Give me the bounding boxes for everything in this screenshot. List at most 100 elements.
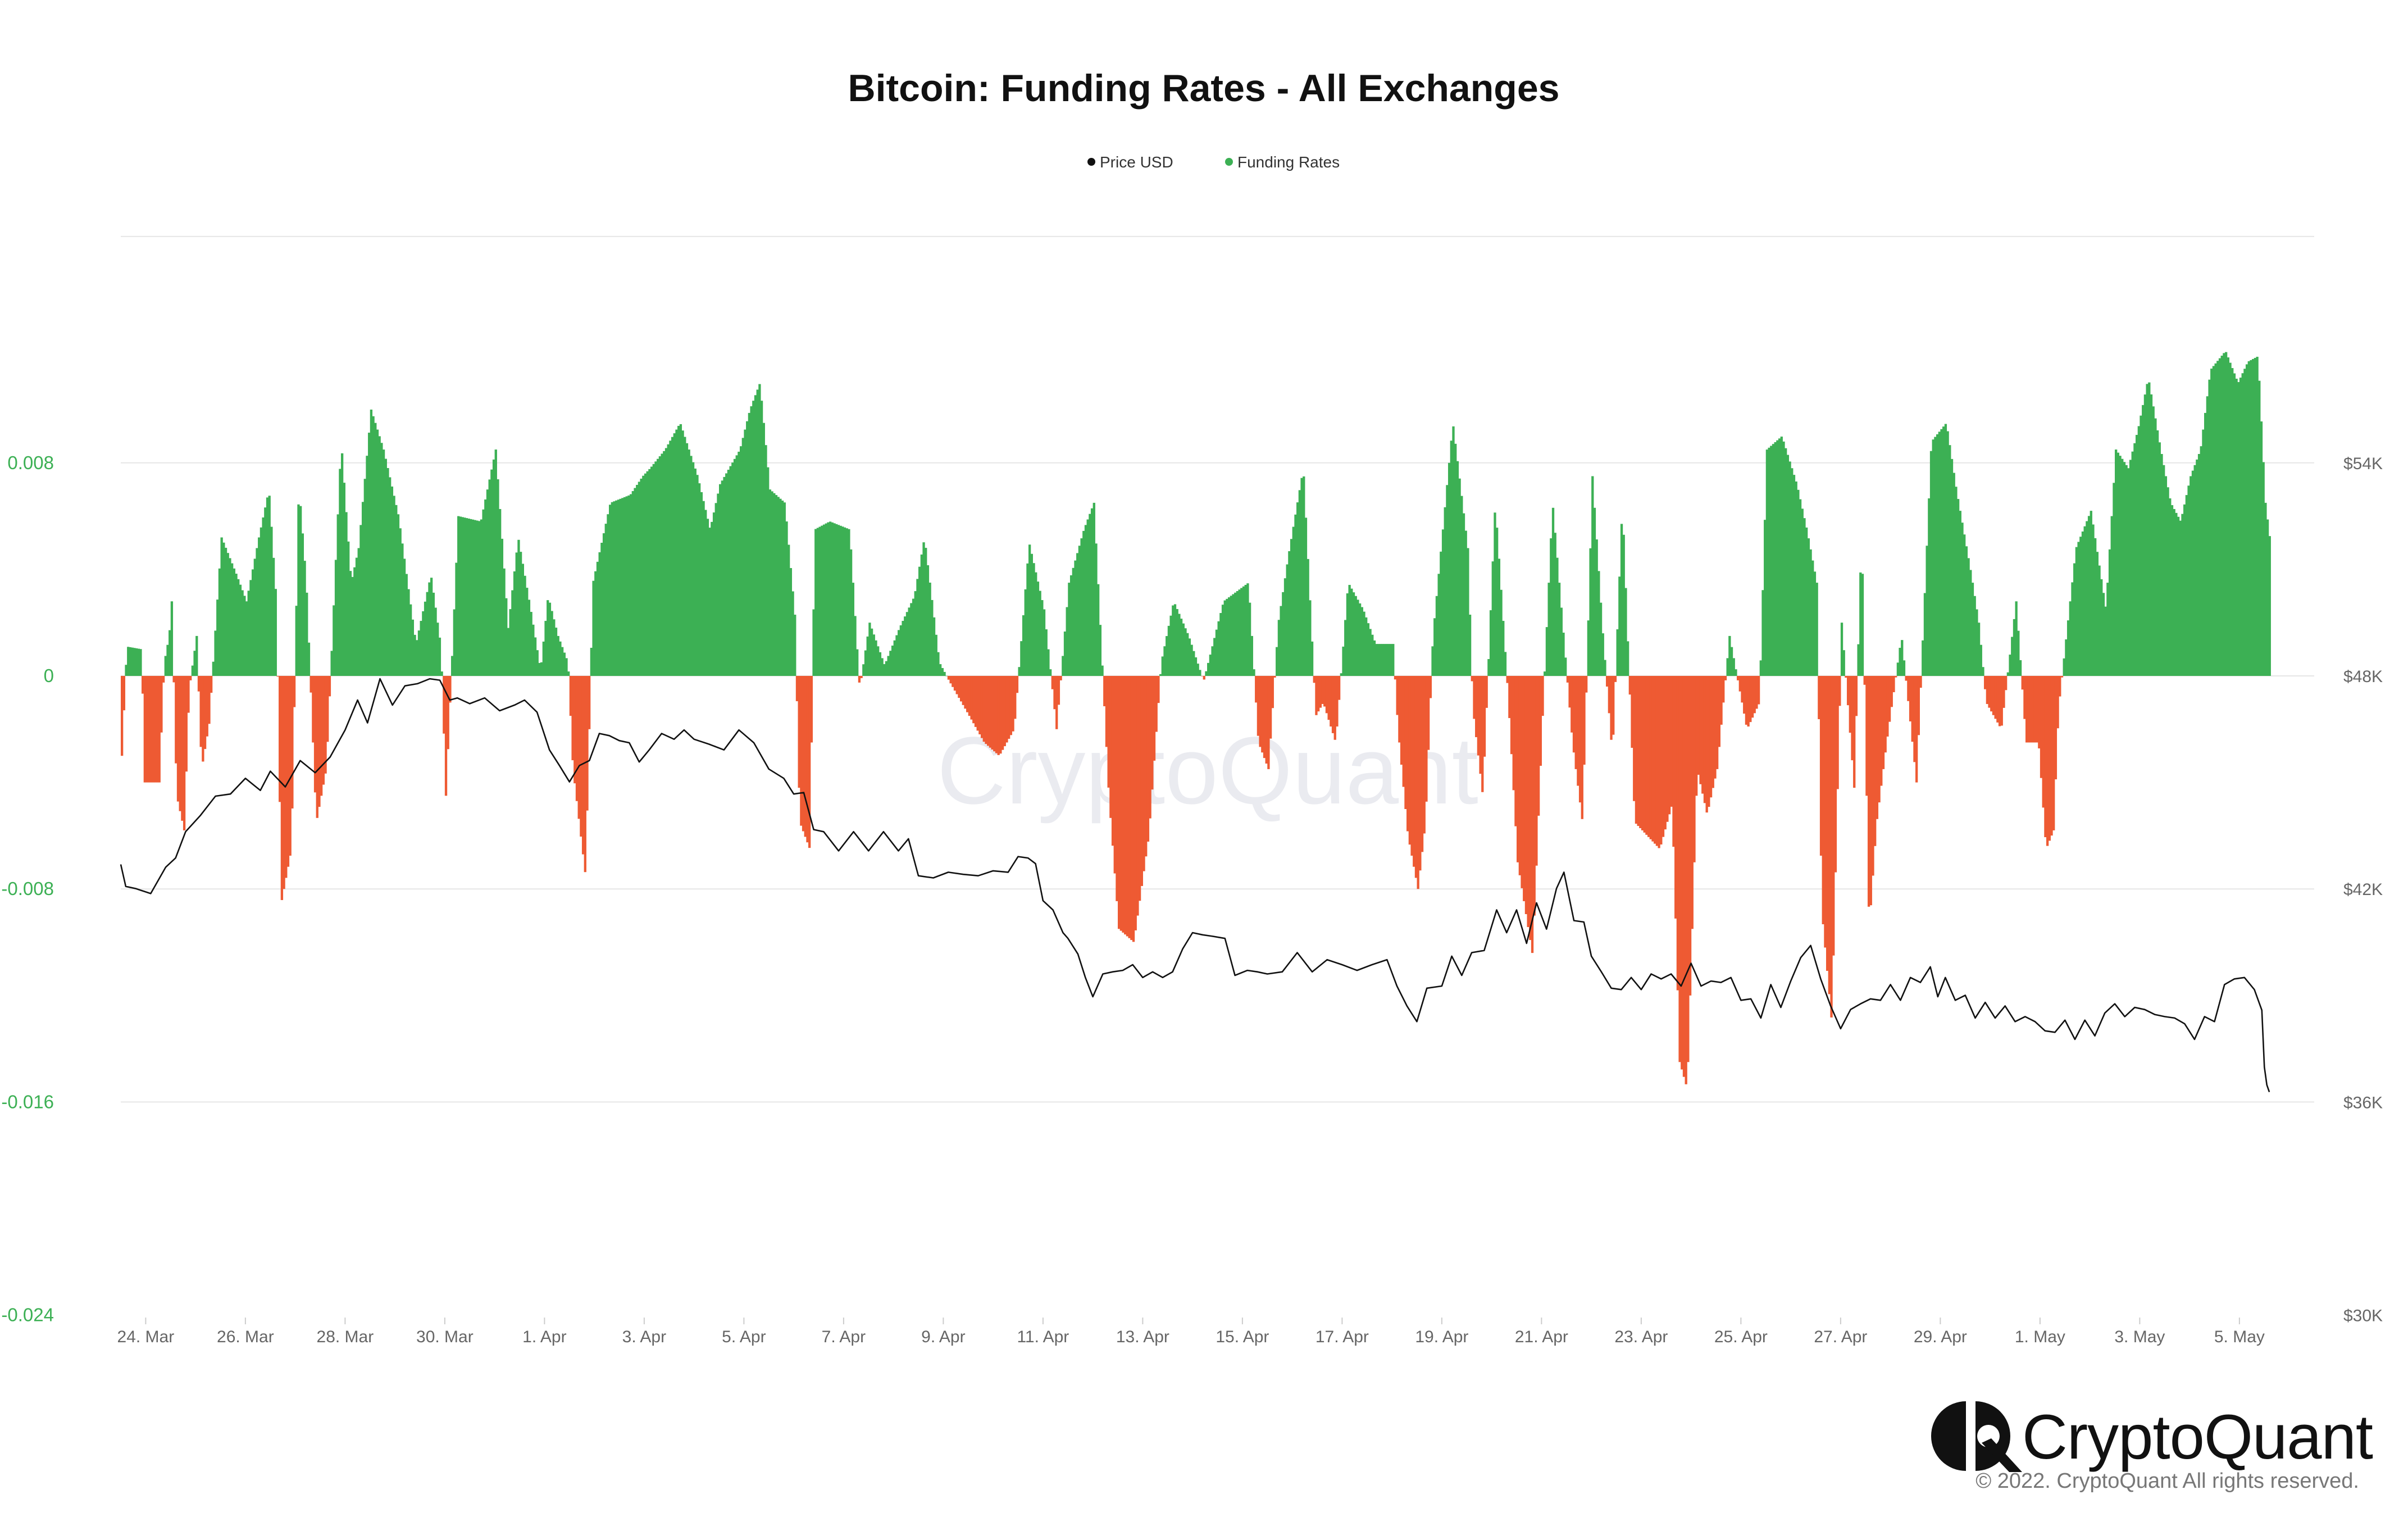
funding-rate-bar xyxy=(160,676,163,733)
funding-rate-bar xyxy=(430,578,433,676)
funding-rate-bar xyxy=(1479,676,1482,774)
funding-rate-bar xyxy=(1797,489,1800,676)
funding-rate-bar xyxy=(1161,656,1164,676)
funding-rate-bar xyxy=(145,676,148,783)
funding-rate-bar xyxy=(1682,676,1686,1077)
funding-rate-bar xyxy=(1417,676,1419,889)
funding-rate-bar xyxy=(1757,676,1760,705)
funding-rate-bar xyxy=(1039,591,1041,676)
funding-rate-bar xyxy=(499,508,502,676)
funding-rate-bar xyxy=(875,640,877,676)
funding-rate-bar xyxy=(212,661,215,676)
funding-rate-bar xyxy=(972,676,975,724)
funding-rate-bar xyxy=(1782,441,1785,676)
funding-rate-bar xyxy=(818,526,821,676)
funding-rate-bar xyxy=(1718,676,1720,747)
funding-rate-bar xyxy=(573,676,576,784)
funding-rate-bar xyxy=(1408,676,1412,845)
funding-rate-bar xyxy=(843,527,846,676)
x-axis-tick-label: 24. Mar xyxy=(117,1328,175,1346)
left-axis-tick-label: -0.024 xyxy=(1,1305,54,1325)
funding-rate-bar xyxy=(1647,676,1650,837)
funding-rate-bar xyxy=(821,525,823,676)
funding-rate-bar xyxy=(293,676,296,707)
legend-item-price[interactable]: Price USD xyxy=(1087,153,1173,171)
funding-rate-bar xyxy=(1668,676,1671,815)
funding-rate-bar xyxy=(230,563,234,676)
funding-rate-bar xyxy=(2006,672,2010,676)
funding-rate-bar xyxy=(1726,658,1729,676)
funding-rate-bar xyxy=(621,498,624,676)
funding-rate-bar xyxy=(1928,498,1931,676)
funding-rate-bar xyxy=(316,676,318,818)
funding-rate-bar xyxy=(1936,434,1939,676)
funding-rate-bar xyxy=(1822,676,1824,925)
funding-rate-bar xyxy=(1884,676,1887,753)
funding-rate-bar xyxy=(1099,625,1102,676)
funding-rate-bar xyxy=(1772,444,1775,676)
funding-rate-bar xyxy=(1761,590,1764,676)
funding-rate-bar xyxy=(1036,582,1040,676)
funding-rate-bar xyxy=(2081,531,2084,676)
funding-rate-bar xyxy=(1348,585,1351,676)
funding-rate-bar xyxy=(868,623,871,676)
legend-item-funding[interactable]: Funding Rates xyxy=(1225,153,1340,171)
funding-rate-bar xyxy=(1878,676,1881,803)
funding-rate-bar xyxy=(1296,502,1299,676)
brand-name: CryptoQuant xyxy=(2022,1402,2373,1472)
funding-rate-bar xyxy=(1788,461,1791,676)
funding-rate-bar xyxy=(1655,676,1659,846)
funding-rate-bar xyxy=(1346,593,1349,676)
funding-rate-bar xyxy=(1824,676,1827,948)
funding-rate-bar xyxy=(166,644,169,676)
funding-rate-bar xyxy=(2071,582,2074,676)
funding-rate-bar xyxy=(1589,548,1592,676)
funding-rate-bar xyxy=(1248,602,1251,676)
funding-rate-bar xyxy=(2220,356,2223,676)
funding-rate-bar xyxy=(1517,676,1519,862)
funding-rate-bar xyxy=(1691,676,1694,929)
x-axis-tick-label: 15. Apr xyxy=(1216,1328,1269,1346)
funding-rate-bar xyxy=(941,667,944,676)
funding-rate-bar xyxy=(642,475,645,676)
funding-rate-bar xyxy=(2116,452,2119,676)
funding-rate-bar xyxy=(1593,507,1596,676)
funding-rate-bar xyxy=(2146,384,2148,676)
funding-rate-bar xyxy=(1568,676,1571,708)
funding-rate-bar xyxy=(179,676,181,811)
funding-rate-bar xyxy=(1639,676,1642,828)
funding-rate-bar xyxy=(609,505,612,676)
funding-rate-bar xyxy=(1681,676,1683,1070)
funding-rate-bar xyxy=(2137,426,2140,676)
funding-rate-bar xyxy=(619,498,622,676)
funding-rate-bar xyxy=(1089,514,1091,676)
funding-rate-bar xyxy=(860,676,863,678)
funding-rate-bar xyxy=(339,469,342,676)
funding-rate-bar xyxy=(955,676,958,694)
funding-rate-bar xyxy=(565,658,568,676)
funding-rate-bar xyxy=(2102,593,2105,676)
funding-rate-bar xyxy=(1307,558,1309,676)
funding-rate-bar xyxy=(2216,361,2219,676)
funding-rate-bar xyxy=(386,468,389,676)
funding-rate-bar xyxy=(1163,646,1166,676)
funding-rate-bar xyxy=(1271,676,1274,708)
x-axis-tick-label: 23. Apr xyxy=(1614,1328,1668,1346)
funding-rate-bar xyxy=(249,580,252,676)
funding-rate-bar xyxy=(962,676,964,705)
funding-rate-bar xyxy=(500,538,504,676)
funding-rate-bar xyxy=(393,496,395,676)
funding-rate-bar xyxy=(661,453,663,676)
funding-rate-bar xyxy=(777,497,780,676)
funding-rate-bar xyxy=(1460,496,1463,676)
x-axis-tick-label: 28. Mar xyxy=(317,1328,374,1346)
funding-rate-bar xyxy=(534,637,537,676)
funding-rate-bar xyxy=(403,558,406,676)
funding-rate-bar xyxy=(328,676,331,697)
funding-rate-bar xyxy=(1751,676,1754,718)
funding-rate-bar xyxy=(272,557,275,676)
funding-rate-bar xyxy=(1502,621,1505,676)
funding-rate-bar xyxy=(1722,676,1725,703)
funding-rate-bar xyxy=(675,429,678,676)
funding-rate-bar xyxy=(991,676,994,750)
